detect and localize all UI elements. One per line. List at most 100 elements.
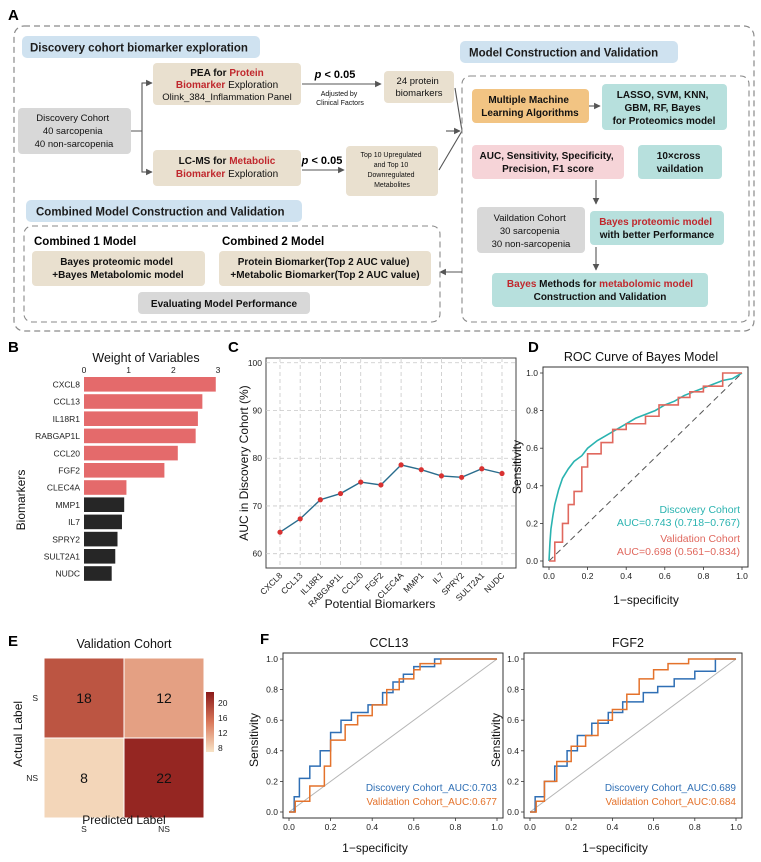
b-label-rabgap1l: RABGAP1L [35, 431, 80, 441]
f1-xtick-0.0: 0.0 [283, 822, 295, 832]
c-point-sult2a1 [479, 466, 485, 472]
b-label-sult2a1: SULT2A1 [44, 552, 80, 562]
d-ytick-0.2: 0.2 [526, 518, 538, 528]
f1-ytick-0.4: 0.4 [266, 746, 278, 756]
protein-biomarkers-box [384, 71, 454, 103]
pea-line1: PEA for Protein [190, 68, 264, 79]
f2-ytick-0.4: 0.4 [507, 746, 519, 756]
d-xlabel: 1−specificity [613, 593, 679, 607]
panel-a-frame [13, 25, 755, 332]
f1-validation-label: Validation Cohort_AUC:0.677 [367, 797, 498, 808]
c-ytick-90: 90 [253, 406, 263, 416]
f1-curve-discovery-cohort [289, 658, 497, 813]
c-xlabel: Potential Biomarkers [325, 597, 436, 611]
f2-xtick-0.2: 0.2 [565, 822, 577, 832]
f1-xtick-0.8: 0.8 [449, 822, 461, 832]
converge-lower [438, 130, 463, 171]
panel-a-label: A [8, 7, 19, 24]
b-bars [84, 377, 216, 581]
p-value-lower: p < 0.05 [301, 155, 343, 167]
f2-validation-label: Validation Cohort_AUC:0.684 [606, 797, 737, 808]
f1-ytick-0.6: 0.6 [266, 715, 278, 725]
converge-upper [454, 87, 463, 132]
f1-ytick-0.8: 0.8 [266, 685, 278, 695]
c-ytick-60: 60 [253, 549, 263, 559]
f-roc-plots: 0.0 0.2 0.4 0.6 0.8 1.0 0.0 0.2 0.4 0.6 0.8 1.0 0.0 0… [266, 652, 743, 832]
e-cell-ns-s [43, 737, 125, 819]
c-y-ticks: 60 70 80 90 100 [248, 358, 262, 559]
validation-cohort-text: Vaildation Cohort 30 sarcopenia 30 non-s… [492, 213, 571, 250]
e-ycat-s: S [32, 693, 38, 703]
d-diagonal [548, 372, 743, 562]
f2-ytick-0.8: 0.8 [507, 685, 519, 695]
panel-d-label: D [528, 339, 539, 356]
b-title: Weight of Variables [92, 351, 199, 365]
e-xcat-s: S [81, 824, 87, 834]
b-ylabel: Biomarkers [14, 470, 28, 531]
b-label-nudc: NUDC [55, 569, 80, 579]
protein-biomarkers-text: 24 protein biomarkers [396, 76, 443, 99]
c-point-clec4a [398, 462, 404, 468]
d-ytick-0.6: 0.6 [526, 443, 538, 453]
e-axis-labels: S NS S NS [26, 693, 170, 834]
crossval-text: 10×cross vaildation [657, 151, 704, 175]
d-ytick-0.0: 0.0 [526, 556, 538, 566]
f2-diagonal [529, 658, 737, 813]
f2-ytick-1.0: 1.0 [507, 654, 519, 664]
e-xlabel: Predicted Label [82, 813, 165, 827]
e-title: Validation Cohort [77, 637, 172, 651]
d-ytick-0.4: 0.4 [526, 481, 538, 491]
c-point-il18r1 [317, 497, 323, 503]
bayes-metabolomic-box [492, 273, 708, 307]
e-value-ns-s: 8 [80, 770, 88, 786]
b-xtick-0: 0 [82, 365, 87, 375]
c-point-mmp1 [418, 467, 424, 473]
c-ylabel: AUC in Discovery Cohort (%) [237, 385, 251, 540]
b-label-mmp1: MMP1 [55, 500, 80, 510]
e-cbar-tick-12: 12 [218, 728, 228, 738]
e-cbar-tick-16: 16 [218, 713, 228, 723]
d-discovery-name: Discovery Cohort [659, 504, 740, 516]
e-cell-ns-ns [123, 737, 205, 819]
discovery-cohort-box [18, 108, 131, 154]
e-cbar-tick-20: 20 [218, 698, 228, 708]
b-bar-ccl13 [84, 394, 203, 409]
ml-models-box [602, 84, 727, 130]
f2-curve-validation-cohort [530, 658, 736, 813]
d-xtick-1.0: 1.0 [736, 571, 748, 581]
combined1-box [32, 251, 205, 286]
panel-e-label: E [8, 633, 18, 650]
d-xtick-0.2: 0.2 [582, 571, 594, 581]
b-category-labels: CXCL8 CCL13 IL18R1 RABGAP1L CCL20 FGF2 CLEC4A M… [35, 380, 80, 579]
c-point-rabgap1l [337, 490, 344, 497]
c-point-fgf2 [378, 482, 384, 488]
combined-section-title: Combined Model Construction and Validati… [36, 207, 285, 219]
combined-section-bg [26, 200, 302, 222]
d-plot-frame [542, 366, 749, 568]
d-ylabel: Sensitivity [510, 440, 524, 494]
f1-ylabel: Sensitivity [247, 713, 261, 767]
e-cell-s-ns [123, 657, 205, 739]
b-bar-clec4a [84, 480, 127, 495]
b-bar-il7 [84, 514, 122, 530]
e-ylabel: Actual Label [11, 701, 25, 767]
bayes-proteomic-box [590, 211, 724, 245]
f2-ytick-0.0: 0.0 [507, 807, 519, 817]
metabolites-box [346, 146, 438, 196]
f2-discovery-label: Discovery Cohort_AUC:0.689 [605, 783, 737, 794]
e-heatmap: 18 12 8 22 [43, 657, 205, 819]
f1-xlabel: 1−specificity [342, 841, 408, 855]
b-xtick-3: 3 [216, 365, 221, 375]
validation-cohort-box [477, 207, 585, 253]
f2-xtick-0.4: 0.4 [606, 822, 618, 832]
combined2-text: Protein Biomarker(Top 2 AUC value) +Meta… [230, 257, 419, 281]
b-bar-spry2 [84, 531, 118, 547]
bayes-proteomic-text: Bayes proteomic model with better Perfor… [599, 217, 715, 241]
b-xtick-2: 2 [171, 365, 176, 375]
combined2-title: Combined 2 Model [222, 236, 324, 248]
combined1-title: Combined 1 Model [34, 236, 136, 248]
f2-ytick-0.2: 0.2 [507, 776, 519, 786]
panel-f-label: F [260, 631, 269, 648]
metabolites-text: Top 10 Upregulated and Top 10 Downregula… [360, 152, 423, 189]
f2-xtick-0.8: 0.8 [689, 822, 701, 832]
